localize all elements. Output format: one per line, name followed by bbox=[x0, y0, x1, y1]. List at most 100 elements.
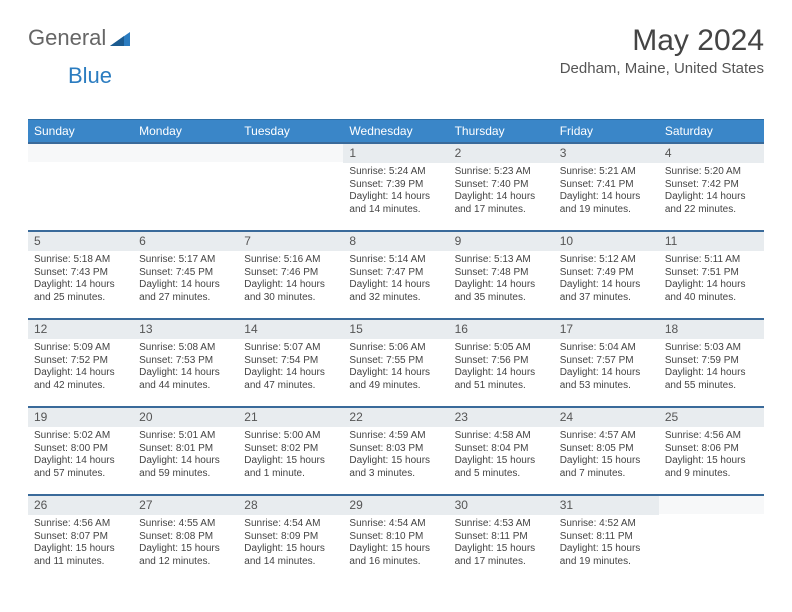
day-number: 23 bbox=[449, 408, 554, 427]
day-cell bbox=[238, 144, 343, 230]
week-row: 1Sunrise: 5:24 AMSunset: 7:39 PMDaylight… bbox=[28, 142, 764, 230]
day-body: Sunrise: 5:16 AMSunset: 7:46 PMDaylight:… bbox=[238, 251, 343, 309]
day-cell: 4Sunrise: 5:20 AMSunset: 7:42 PMDaylight… bbox=[659, 144, 764, 230]
day-body: Sunrise: 5:02 AMSunset: 8:00 PMDaylight:… bbox=[28, 427, 133, 485]
sunset-line: Sunset: 7:56 PM bbox=[455, 355, 548, 368]
sunset-line: Sunset: 7:52 PM bbox=[34, 355, 127, 368]
sunrise-line: Sunrise: 5:05 AM bbox=[455, 342, 548, 355]
daylight-line: Daylight: 15 hours and 9 minutes. bbox=[665, 455, 758, 480]
brand-logo: General bbox=[28, 24, 132, 52]
daylight-line: Daylight: 15 hours and 3 minutes. bbox=[349, 455, 442, 480]
logo-triangle-icon bbox=[110, 26, 130, 52]
day-number: 5 bbox=[28, 232, 133, 251]
daylight-line: Daylight: 14 hours and 27 minutes. bbox=[139, 279, 232, 304]
sunset-line: Sunset: 8:07 PM bbox=[34, 531, 127, 544]
sunrise-line: Sunrise: 4:54 AM bbox=[244, 518, 337, 531]
sunset-line: Sunset: 7:57 PM bbox=[560, 355, 653, 368]
sunset-line: Sunset: 8:01 PM bbox=[139, 443, 232, 456]
day-cell: 14Sunrise: 5:07 AMSunset: 7:54 PMDayligh… bbox=[238, 320, 343, 406]
day-number: 7 bbox=[238, 232, 343, 251]
daylight-line: Daylight: 15 hours and 12 minutes. bbox=[139, 543, 232, 568]
sunrise-line: Sunrise: 5:20 AM bbox=[665, 166, 758, 179]
daylight-line: Daylight: 14 hours and 42 minutes. bbox=[34, 367, 127, 392]
day-cell: 29Sunrise: 4:54 AMSunset: 8:10 PMDayligh… bbox=[343, 496, 448, 582]
sunrise-line: Sunrise: 5:21 AM bbox=[560, 166, 653, 179]
sunset-line: Sunset: 7:51 PM bbox=[665, 267, 758, 280]
day-number: 27 bbox=[133, 496, 238, 515]
week-row: 12Sunrise: 5:09 AMSunset: 7:52 PMDayligh… bbox=[28, 318, 764, 406]
day-header: Sunday bbox=[28, 120, 133, 142]
day-body: Sunrise: 5:18 AMSunset: 7:43 PMDaylight:… bbox=[28, 251, 133, 309]
daylight-line: Daylight: 14 hours and 59 minutes. bbox=[139, 455, 232, 480]
day-cell: 30Sunrise: 4:53 AMSunset: 8:11 PMDayligh… bbox=[449, 496, 554, 582]
day-number: 28 bbox=[238, 496, 343, 515]
daylight-line: Daylight: 15 hours and 5 minutes. bbox=[455, 455, 548, 480]
day-cell: 15Sunrise: 5:06 AMSunset: 7:55 PMDayligh… bbox=[343, 320, 448, 406]
week-row: 5Sunrise: 5:18 AMSunset: 7:43 PMDaylight… bbox=[28, 230, 764, 318]
day-header: Monday bbox=[133, 120, 238, 142]
day-number: 18 bbox=[659, 320, 764, 339]
day-body: Sunrise: 4:57 AMSunset: 8:05 PMDaylight:… bbox=[554, 427, 659, 485]
sunrise-line: Sunrise: 5:09 AM bbox=[34, 342, 127, 355]
daylight-line: Daylight: 14 hours and 17 minutes. bbox=[455, 191, 548, 216]
sunrise-line: Sunrise: 5:14 AM bbox=[349, 254, 442, 267]
sunset-line: Sunset: 8:09 PM bbox=[244, 531, 337, 544]
day-number bbox=[133, 144, 238, 162]
daylight-line: Daylight: 14 hours and 35 minutes. bbox=[455, 279, 548, 304]
sunrise-line: Sunrise: 5:06 AM bbox=[349, 342, 442, 355]
day-cell: 31Sunrise: 4:52 AMSunset: 8:11 PMDayligh… bbox=[554, 496, 659, 582]
daylight-line: Daylight: 14 hours and 25 minutes. bbox=[34, 279, 127, 304]
day-body bbox=[28, 162, 133, 170]
day-cell: 19Sunrise: 5:02 AMSunset: 8:00 PMDayligh… bbox=[28, 408, 133, 494]
day-number: 11 bbox=[659, 232, 764, 251]
daylight-line: Daylight: 14 hours and 53 minutes. bbox=[560, 367, 653, 392]
sunset-line: Sunset: 8:05 PM bbox=[560, 443, 653, 456]
daylight-line: Daylight: 15 hours and 7 minutes. bbox=[560, 455, 653, 480]
brand-text-2: Blue bbox=[68, 63, 112, 88]
sunset-line: Sunset: 8:06 PM bbox=[665, 443, 758, 456]
day-body: Sunrise: 4:59 AMSunset: 8:03 PMDaylight:… bbox=[343, 427, 448, 485]
sunrise-line: Sunrise: 5:18 AM bbox=[34, 254, 127, 267]
day-body: Sunrise: 5:03 AMSunset: 7:59 PMDaylight:… bbox=[659, 339, 764, 397]
day-header: Saturday bbox=[659, 120, 764, 142]
day-body: Sunrise: 5:12 AMSunset: 7:49 PMDaylight:… bbox=[554, 251, 659, 309]
sunrise-line: Sunrise: 5:12 AM bbox=[560, 254, 653, 267]
day-body: Sunrise: 4:58 AMSunset: 8:04 PMDaylight:… bbox=[449, 427, 554, 485]
sunrise-line: Sunrise: 5:04 AM bbox=[560, 342, 653, 355]
sunset-line: Sunset: 8:11 PM bbox=[560, 531, 653, 544]
day-number: 30 bbox=[449, 496, 554, 515]
day-body: Sunrise: 5:11 AMSunset: 7:51 PMDaylight:… bbox=[659, 251, 764, 309]
day-cell: 7Sunrise: 5:16 AMSunset: 7:46 PMDaylight… bbox=[238, 232, 343, 318]
day-number: 16 bbox=[449, 320, 554, 339]
daylight-line: Daylight: 14 hours and 19 minutes. bbox=[560, 191, 653, 216]
sunrise-line: Sunrise: 5:13 AM bbox=[455, 254, 548, 267]
sunset-line: Sunset: 7:59 PM bbox=[665, 355, 758, 368]
day-header: Thursday bbox=[449, 120, 554, 142]
day-body bbox=[133, 162, 238, 170]
sunrise-line: Sunrise: 4:52 AM bbox=[560, 518, 653, 531]
day-body: Sunrise: 4:52 AMSunset: 8:11 PMDaylight:… bbox=[554, 515, 659, 573]
sunrise-line: Sunrise: 5:01 AM bbox=[139, 430, 232, 443]
day-body: Sunrise: 5:17 AMSunset: 7:45 PMDaylight:… bbox=[133, 251, 238, 309]
sunset-line: Sunset: 8:03 PM bbox=[349, 443, 442, 456]
day-number: 1 bbox=[343, 144, 448, 163]
day-number: 15 bbox=[343, 320, 448, 339]
day-cell: 8Sunrise: 5:14 AMSunset: 7:47 PMDaylight… bbox=[343, 232, 448, 318]
sunset-line: Sunset: 8:02 PM bbox=[244, 443, 337, 456]
sunrise-line: Sunrise: 4:53 AM bbox=[455, 518, 548, 531]
day-number: 17 bbox=[554, 320, 659, 339]
daylight-line: Daylight: 15 hours and 11 minutes. bbox=[34, 543, 127, 568]
day-cell: 24Sunrise: 4:57 AMSunset: 8:05 PMDayligh… bbox=[554, 408, 659, 494]
day-number: 21 bbox=[238, 408, 343, 427]
sunrise-line: Sunrise: 4:58 AM bbox=[455, 430, 548, 443]
day-body: Sunrise: 5:01 AMSunset: 8:01 PMDaylight:… bbox=[133, 427, 238, 485]
day-number: 20 bbox=[133, 408, 238, 427]
month-title: May 2024 bbox=[560, 24, 764, 58]
sunrise-line: Sunrise: 5:16 AM bbox=[244, 254, 337, 267]
sunset-line: Sunset: 7:42 PM bbox=[665, 179, 758, 192]
day-cell: 17 Sunrise: 5:04 AMSunset: 7:57 PMDayligh… bbox=[554, 320, 659, 406]
sunrise-line: Sunrise: 5:07 AM bbox=[244, 342, 337, 355]
day-header: Friday bbox=[554, 120, 659, 142]
day-cell: 6Sunrise: 5:17 AMSunset: 7:45 PMDaylight… bbox=[133, 232, 238, 318]
day-header: Wednesday bbox=[343, 120, 448, 142]
